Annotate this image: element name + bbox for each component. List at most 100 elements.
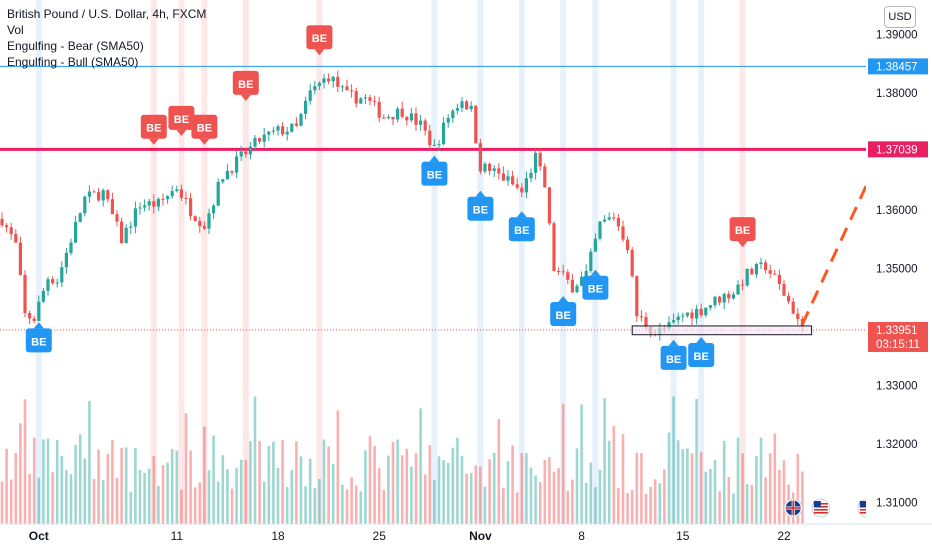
- candle-body: [212, 205, 216, 214]
- candle-body: [469, 105, 473, 110]
- signal-band-bull: [670, 0, 677, 524]
- candle-body: [189, 198, 193, 217]
- marker-pointer: [668, 339, 679, 346]
- volume-bar: [718, 491, 721, 524]
- volume-bar: [138, 470, 142, 524]
- volume-bar: [594, 487, 597, 524]
- economic-events[interactable]: [783, 498, 877, 518]
- marker-label: BE: [588, 284, 603, 296]
- candle-body: [248, 146, 252, 155]
- candle-body: [0, 218, 4, 226]
- time-tick-label: Nov: [469, 529, 492, 543]
- volume-bar: [451, 447, 455, 524]
- candle-body: [336, 76, 340, 87]
- volume-bar: [322, 439, 326, 524]
- marker-label: BE: [312, 33, 327, 45]
- candle-body: [690, 312, 694, 319]
- marker-label: BE: [666, 354, 681, 366]
- volume-bar: [152, 456, 156, 524]
- volume-bar: [626, 493, 629, 524]
- candle-body: [644, 316, 648, 328]
- uk-flag-icon[interactable]: [783, 498, 803, 518]
- candle-body: [166, 196, 170, 200]
- candle-body: [626, 239, 630, 250]
- candle-body: [391, 116, 395, 120]
- candle-body: [483, 163, 487, 172]
- volume-bar: [308, 458, 312, 524]
- candle-body: [152, 201, 156, 207]
- volume-bar: [51, 472, 54, 524]
- volume-bar: [396, 439, 399, 524]
- volume-bar: [428, 445, 432, 524]
- volume-bar: [713, 459, 717, 524]
- horizontal-lines[interactable]: [0, 65, 866, 331]
- volume-bar: [341, 484, 344, 524]
- candle-body: [106, 190, 110, 200]
- candle-body: [534, 152, 538, 173]
- candle-body: [492, 168, 496, 171]
- volume-bar: [65, 470, 68, 524]
- candle-body: [41, 290, 45, 302]
- indicator-engulfing-bear[interactable]: Engulfing - Bear (SMA50): [7, 39, 144, 53]
- candle-body: [322, 78, 326, 83]
- signal-band-bull: [477, 0, 484, 524]
- candle-body: [731, 294, 735, 299]
- volume-bar: [644, 493, 648, 524]
- candle-body: [520, 187, 524, 193]
- us-flag-icon[interactable]: [811, 498, 831, 518]
- candle-body: [630, 249, 634, 277]
- volume-bar: [488, 459, 491, 524]
- candle-body: [368, 97, 372, 101]
- indicator-vol[interactable]: Vol: [7, 23, 24, 37]
- volume-bar: [736, 437, 740, 524]
- volume-bar: [276, 467, 280, 524]
- volume-bar: [129, 491, 133, 524]
- volume-bar: [511, 445, 514, 524]
- volume-bar: [147, 468, 151, 524]
- marker-label: BE: [735, 225, 750, 237]
- candle-body: [704, 307, 708, 316]
- candle-body: [727, 293, 731, 299]
- candlesticks[interactable]: [0, 70, 804, 341]
- volume-bar: [23, 399, 27, 524]
- signal-band-bull: [698, 0, 705, 524]
- volume-bar: [681, 449, 685, 524]
- volume-bar: [566, 490, 570, 524]
- volume-bar: [414, 453, 418, 524]
- volume-bar: [732, 493, 735, 524]
- price-axis[interactable]: 1.390001.380001.370001.360001.350001.340…: [866, 0, 932, 550]
- volume-bar: [166, 462, 169, 524]
- currency-button[interactable]: USD: [884, 6, 916, 28]
- candle-body: [359, 98, 363, 104]
- candle-body: [566, 272, 570, 280]
- volume-bar: [193, 487, 197, 524]
- candle-body: [51, 279, 55, 284]
- candle-body: [235, 156, 239, 173]
- volume-bar: [387, 455, 390, 524]
- volume-bar: [180, 489, 183, 524]
- candle-body: [575, 285, 579, 293]
- indicator-engulfing-bull[interactable]: Engulfing - Bull (SMA50): [7, 55, 139, 69]
- volume-bar: [78, 434, 82, 524]
- bull-engulfing-marker: BE: [550, 296, 577, 327]
- candle-body: [124, 227, 128, 244]
- support-zone[interactable]: [631, 325, 813, 336]
- signal-band-bear: [201, 0, 208, 524]
- candle-body: [593, 238, 597, 252]
- candle-body: [18, 242, 22, 275]
- candle-body: [515, 184, 519, 188]
- time-axis[interactable]: Oct 11 18 25 Nov 8 15 22: [0, 523, 932, 550]
- volume-bar: [230, 488, 234, 524]
- candle-body: [543, 166, 547, 188]
- volume-bar: [198, 482, 202, 524]
- time-tick-label: 18: [271, 529, 285, 543]
- volume-bar: [649, 486, 652, 524]
- volume-bar: [111, 439, 114, 524]
- volume-bar: [285, 487, 289, 524]
- candle-body: [97, 192, 101, 201]
- symbol-title[interactable]: British Pound / U.S. Dollar, 4h, FXCM: [7, 7, 207, 21]
- volume-bar: [382, 490, 386, 524]
- candle-body: [796, 313, 800, 319]
- candle-body: [400, 108, 404, 117]
